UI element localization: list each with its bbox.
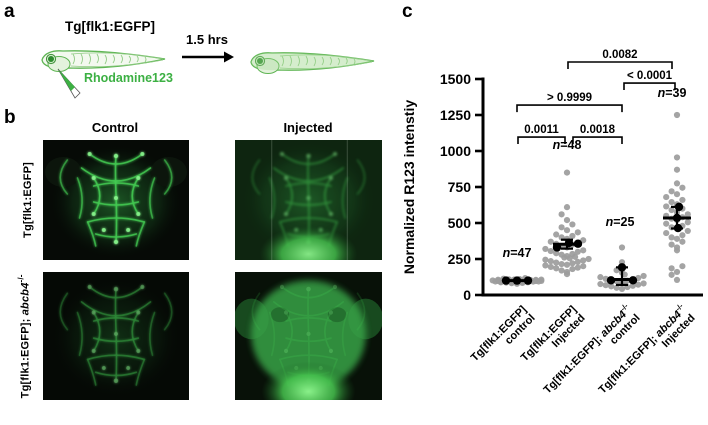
- column-header-control: Control: [91, 120, 139, 135]
- r123-intensity-scatter-chart: 0 250 500 750 1000 1250 1500 Normalized R123 in…: [401, 49, 703, 405]
- micrograph-control-flk1: [43, 140, 189, 260]
- rhodamine-label: Rhodamine123: [84, 71, 173, 85]
- svg-text:500: 500: [448, 215, 472, 231]
- micrograph-injected-flk1: [235, 140, 382, 260]
- panel-b-label: b: [4, 107, 16, 128]
- summary-stats: n=47 n=48 n=25 n=39: [501, 86, 691, 287]
- p-value-label: 0.0082: [602, 49, 637, 61]
- injection-needle-icon: [57, 68, 81, 99]
- row-label-flk1-egfp-abcb4: Tg[flk1:EGFP]; abcb4-/-: [16, 273, 32, 399]
- p-value-label: < 0.0001: [627, 70, 673, 82]
- row-label-flk1-egfp: Tg[flk1:EGFP]: [22, 162, 34, 238]
- chart-axes: 0 250 500 750 1000 1250 1500 Normalized R123 in…: [401, 71, 703, 303]
- n-count-label: n=39: [658, 86, 687, 100]
- n-count-label: n=48: [553, 138, 582, 152]
- svg-text:0: 0: [463, 287, 471, 303]
- x-axis-labels: Tg[flk1:EGFP]controlTg[flk1:EGFP]Injecte…: [469, 301, 698, 405]
- svg-text:1250: 1250: [440, 107, 471, 123]
- duration-label: 1.5 hrs: [186, 32, 228, 47]
- p-value-label: 0.0018: [580, 124, 616, 136]
- svg-text:750: 750: [448, 179, 472, 195]
- p-value-label: 0.0011: [524, 124, 559, 136]
- micrograph-injected-abcb4: [235, 272, 382, 400]
- micrograph-control-abcb4: [43, 272, 189, 400]
- column-header-injected: Injected: [283, 120, 333, 135]
- arrow-right-icon: [182, 51, 234, 63]
- y-axis-label: Normalized R123 intenstiy: [401, 100, 417, 274]
- panel-a-label: a: [4, 1, 15, 22]
- n-count-label: n=47: [503, 246, 532, 260]
- x-tick-label: Tg[flk1:EGFP]; abcb4-/-Injected: [594, 301, 698, 405]
- svg-text:250: 250: [448, 251, 472, 267]
- n-count-label: n=25: [606, 215, 635, 229]
- transgene-title: Tg[flk1:EGFP]: [65, 19, 155, 34]
- svg-text:1000: 1000: [440, 143, 471, 159]
- data-points: [489, 111, 691, 293]
- significance-brackets: 0.0011 0.0018 > 0.9999 < 0.0001 0.0082: [516, 49, 676, 145]
- panel-c-label: c: [402, 1, 413, 22]
- p-value-label: > 0.9999: [547, 92, 592, 104]
- svg-text:1500: 1500: [440, 71, 471, 87]
- zebrafish-embryo-after-icon: [250, 52, 375, 75]
- x-tick-label: Tg[flk1:EGFP]; abcb4-/-control: [539, 301, 643, 405]
